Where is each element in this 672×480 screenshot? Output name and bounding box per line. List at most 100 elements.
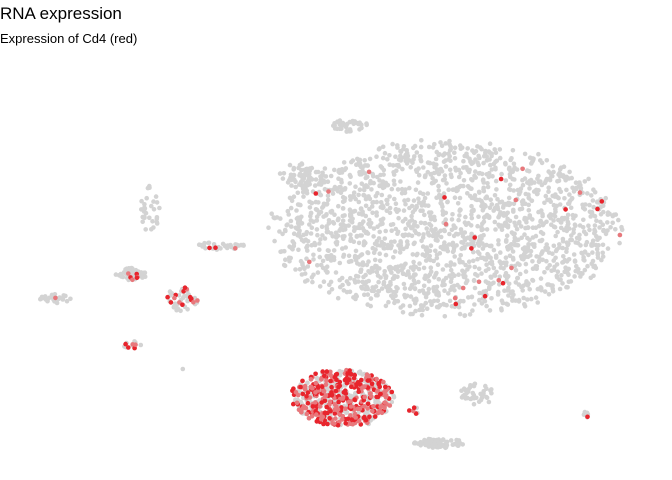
data-point-gray (527, 213, 533, 218)
data-point-gray (305, 380, 310, 386)
data-point-gray (444, 263, 449, 268)
data-point-gray (529, 161, 534, 166)
data-point-expressed (309, 413, 315, 419)
data-point-gray (560, 260, 565, 265)
data-point-gray (392, 239, 397, 244)
data-point-gray (600, 242, 606, 248)
data-point-gray (517, 262, 522, 268)
data-point-gray (589, 193, 594, 198)
data-point-gray (441, 301, 446, 307)
data-point-expressed (308, 377, 314, 382)
data-point-gray (522, 302, 527, 307)
data-point-gray (326, 290, 332, 295)
data-point-expressed (53, 295, 58, 301)
data-point-gray (450, 249, 456, 255)
data-point-gray (321, 279, 327, 285)
data-point-expressed (340, 417, 345, 422)
data-point-gray (363, 203, 369, 209)
data-point-gray (507, 182, 513, 188)
data-point-gray (511, 188, 516, 193)
data-point-gray (422, 437, 427, 443)
data-point-gray (503, 178, 509, 183)
data-point-gray (593, 242, 599, 248)
data-point-gray (587, 209, 593, 215)
data-point-gray (588, 214, 593, 219)
data-point-expressed (469, 246, 474, 251)
data-point-expressed (382, 400, 388, 405)
data-point-gray (367, 196, 373, 202)
data-point-gray (285, 180, 291, 185)
data-point-gray (412, 143, 418, 149)
data-point-gray (542, 289, 548, 294)
data-point-expressed (460, 285, 466, 291)
data-point-gray (379, 165, 385, 171)
data-point-gray (353, 225, 359, 231)
data-point-expressed (452, 295, 458, 301)
data-point-gray (556, 217, 561, 223)
data-point-gray (517, 219, 522, 225)
data-point-gray (387, 162, 393, 167)
data-point-gray (308, 210, 314, 216)
data-point-gray (304, 168, 309, 173)
data-point-gray (281, 171, 287, 176)
data-point-gray (558, 189, 564, 195)
data-point-gray (564, 246, 569, 252)
data-point-gray (464, 390, 470, 396)
data-point-gray (505, 244, 510, 250)
data-point-gray (356, 160, 362, 165)
data-point-gray (168, 291, 174, 297)
data-point-gray (143, 210, 149, 216)
data-point-gray (374, 199, 380, 205)
data-point-gray (550, 251, 555, 256)
data-point-gray (577, 223, 583, 228)
data-point-gray (512, 220, 517, 226)
data-point-gray (522, 215, 528, 221)
data-point-gray (451, 233, 457, 239)
data-point-gray (586, 223, 591, 228)
data-point-gray (484, 195, 490, 201)
data-point-gray (560, 238, 566, 244)
data-point-gray (457, 195, 463, 201)
data-point-gray (563, 265, 568, 271)
data-point-expressed (172, 295, 177, 301)
data-point-gray (441, 444, 447, 449)
data-point-gray (359, 125, 364, 131)
data-point-gray (386, 299, 391, 305)
data-point-gray (415, 224, 420, 229)
data-point-gray (504, 233, 510, 238)
data-point-gray (551, 218, 556, 223)
data-point-gray (340, 194, 346, 200)
data-point-gray (521, 295, 526, 301)
data-point-gray (380, 179, 386, 184)
data-point-gray (510, 167, 516, 173)
data-point-gray (524, 219, 529, 225)
data-point-expressed (359, 377, 364, 383)
data-point-gray (288, 205, 294, 211)
data-point-gray (489, 202, 495, 207)
data-point-gray (564, 187, 569, 193)
data-point-gray (277, 171, 283, 176)
data-point-gray (308, 231, 314, 236)
data-point-gray (533, 233, 539, 239)
data-point-expressed (442, 195, 447, 200)
data-point-gray (196, 242, 202, 247)
data-point-gray (572, 222, 578, 227)
data-point-gray (145, 185, 151, 191)
data-point-gray (463, 280, 469, 286)
data-point-gray (355, 274, 361, 279)
data-point-gray (450, 242, 455, 248)
data-point-gray (393, 201, 399, 206)
data-point-gray (559, 273, 564, 278)
data-point-gray (397, 250, 403, 255)
data-point-gray (427, 248, 433, 254)
data-point-gray (592, 227, 597, 233)
data-point-gray (389, 228, 395, 233)
data-point-gray (356, 369, 362, 375)
data-point-gray (391, 254, 396, 260)
data-point-gray (358, 253, 364, 258)
data-point-expressed (322, 410, 328, 416)
data-point-gray (311, 257, 316, 262)
data-point-gray (458, 143, 463, 148)
data-point-gray (438, 193, 444, 199)
data-point-gray (557, 202, 563, 207)
